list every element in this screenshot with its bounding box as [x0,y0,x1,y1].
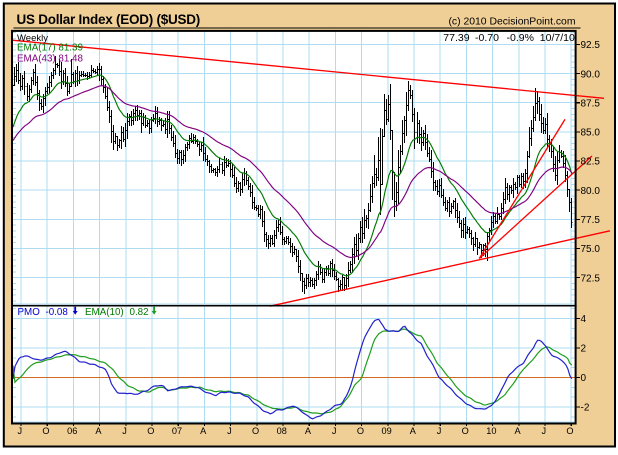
svg-text:Weekly: Weekly [17,33,48,44]
svg-text:-0.70: -0.70 [475,32,499,44]
svg-text:-0.9%: -0.9% [507,32,534,44]
svg-text:08: 08 [277,426,287,436]
svg-text:O: O [462,426,469,436]
svg-text:O: O [357,426,364,436]
svg-text:0.82: 0.82 [130,307,149,318]
svg-text:85.0: 85.0 [581,128,601,139]
svg-text:A: A [515,426,522,436]
svg-text:J: J [542,426,547,436]
svg-text:75.0: 75.0 [581,244,601,255]
svg-text:-2: -2 [581,403,590,414]
svg-text:A: A [200,426,207,436]
svg-text:10: 10 [486,426,496,436]
svg-text:07: 07 [172,426,182,436]
svg-text:US Dollar Index (EOD) ($USD): US Dollar Index (EOD) ($USD) [17,12,201,27]
svg-text:PMO: PMO [18,307,41,318]
svg-text:87.5: 87.5 [581,98,601,109]
svg-text:90.0: 90.0 [581,69,601,80]
svg-text:O: O [147,426,154,436]
svg-text:77.39: 77.39 [443,32,469,44]
svg-text:77.5: 77.5 [581,215,601,226]
svg-text:4: 4 [581,314,587,325]
svg-text:O: O [252,426,259,436]
svg-text:J: J [227,426,232,436]
svg-text:92.5: 92.5 [581,40,601,51]
svg-text:EMA(43) 81.48: EMA(43) 81.48 [17,53,83,64]
svg-text:09: 09 [381,426,391,436]
svg-text:O: O [42,426,49,436]
svg-text:0: 0 [581,373,587,384]
svg-text:A: A [95,426,102,436]
svg-text:82.5: 82.5 [581,157,601,168]
svg-text:A: A [410,426,417,436]
svg-text:2: 2 [581,344,587,355]
svg-text:J: J [18,426,23,436]
svg-text:EMA(17) 81.39: EMA(17) 81.39 [17,43,83,54]
svg-text:72.5: 72.5 [581,273,601,284]
svg-text:J: J [332,426,337,436]
svg-text:O: O [566,426,573,436]
svg-text:06: 06 [67,426,77,436]
svg-text:EMA(10): EMA(10) [85,307,124,318]
svg-text:80.0: 80.0 [581,186,601,197]
svg-text:J: J [437,426,442,436]
svg-text:10/7/10: 10/7/10 [540,32,575,44]
svg-text:J: J [122,426,127,436]
svg-text:(c) 2010 DecisionPoint.com: (c) 2010 DecisionPoint.com [448,17,575,28]
svg-text:A: A [305,426,312,436]
svg-text:-0.08: -0.08 [46,307,69,318]
